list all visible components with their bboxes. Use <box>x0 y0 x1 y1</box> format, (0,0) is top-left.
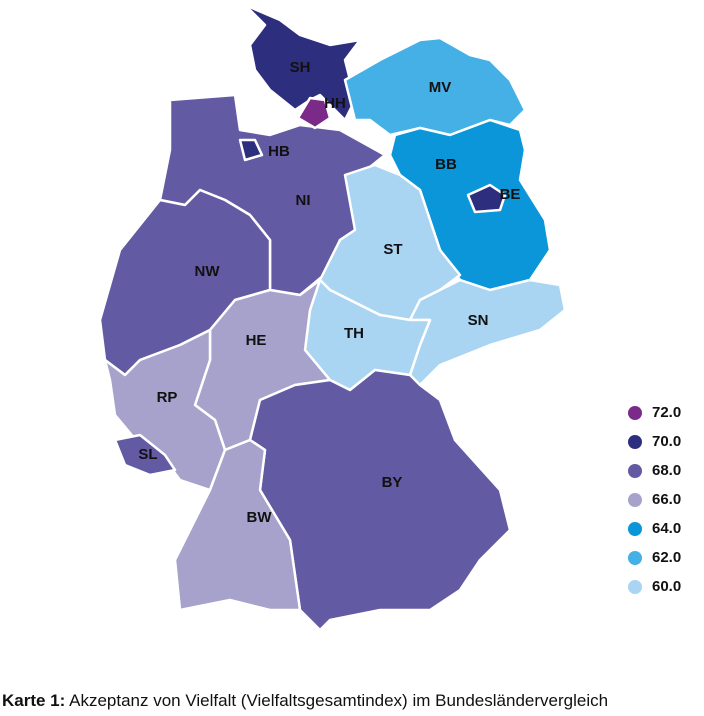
legend-swatch <box>628 435 642 449</box>
region-label: SH <box>290 59 311 76</box>
legend-label: 70.0 <box>652 433 681 450</box>
legend-swatch <box>628 406 642 420</box>
region-label: TH <box>344 325 364 342</box>
legend: 72.0 70.0 68.0 66.0 64.0 62.0 60.0 <box>628 404 681 595</box>
region-label: NI <box>296 192 311 209</box>
region-label: BY <box>382 474 403 491</box>
legend-swatch <box>628 493 642 507</box>
caption: Karte 1: Akzeptanz von Vielfalt (Vielfal… <box>2 691 608 710</box>
caption-text: Akzeptanz von Vielfalt (Vielfaltsgesamti… <box>69 691 608 710</box>
region-label: NW <box>195 263 221 280</box>
region-label: SL <box>138 446 157 463</box>
region-shape <box>113 433 177 477</box>
region-label: HH <box>324 95 346 112</box>
regions <box>98 3 567 632</box>
region-shape <box>296 96 332 130</box>
region-shape <box>243 3 362 122</box>
region-label: HE <box>246 332 267 349</box>
region-shape <box>408 278 567 387</box>
region-label: HB <box>268 143 290 160</box>
legend-label: 64.0 <box>652 520 681 537</box>
legend-label: 66.0 <box>652 491 681 508</box>
region-label: ST <box>383 241 402 258</box>
region-shape <box>466 183 507 214</box>
region-label: SN <box>468 312 489 329</box>
region-shape <box>173 438 302 612</box>
legend-label: 72.0 <box>652 404 681 421</box>
region-label: BB <box>435 156 457 173</box>
legend-label: 68.0 <box>652 462 681 479</box>
region-shape <box>343 36 527 137</box>
legend-label: 62.0 <box>652 549 681 566</box>
legend-swatch <box>628 464 642 478</box>
legend-swatch <box>628 551 642 565</box>
legend-swatch <box>628 522 642 536</box>
region-label: BW <box>247 509 273 526</box>
legend-label: 60.0 <box>652 578 681 595</box>
region-label: RP <box>157 389 178 406</box>
region-shape <box>103 328 227 492</box>
caption-prefix: Karte 1: <box>2 691 65 710</box>
labels: SH HH MV HB NI BB BE NW ST SN TH HE RP S… <box>138 59 520 526</box>
region-shape <box>238 138 264 162</box>
region-label: MV <box>429 79 452 96</box>
legend-swatch <box>628 580 642 594</box>
region-label: BE <box>500 186 521 203</box>
